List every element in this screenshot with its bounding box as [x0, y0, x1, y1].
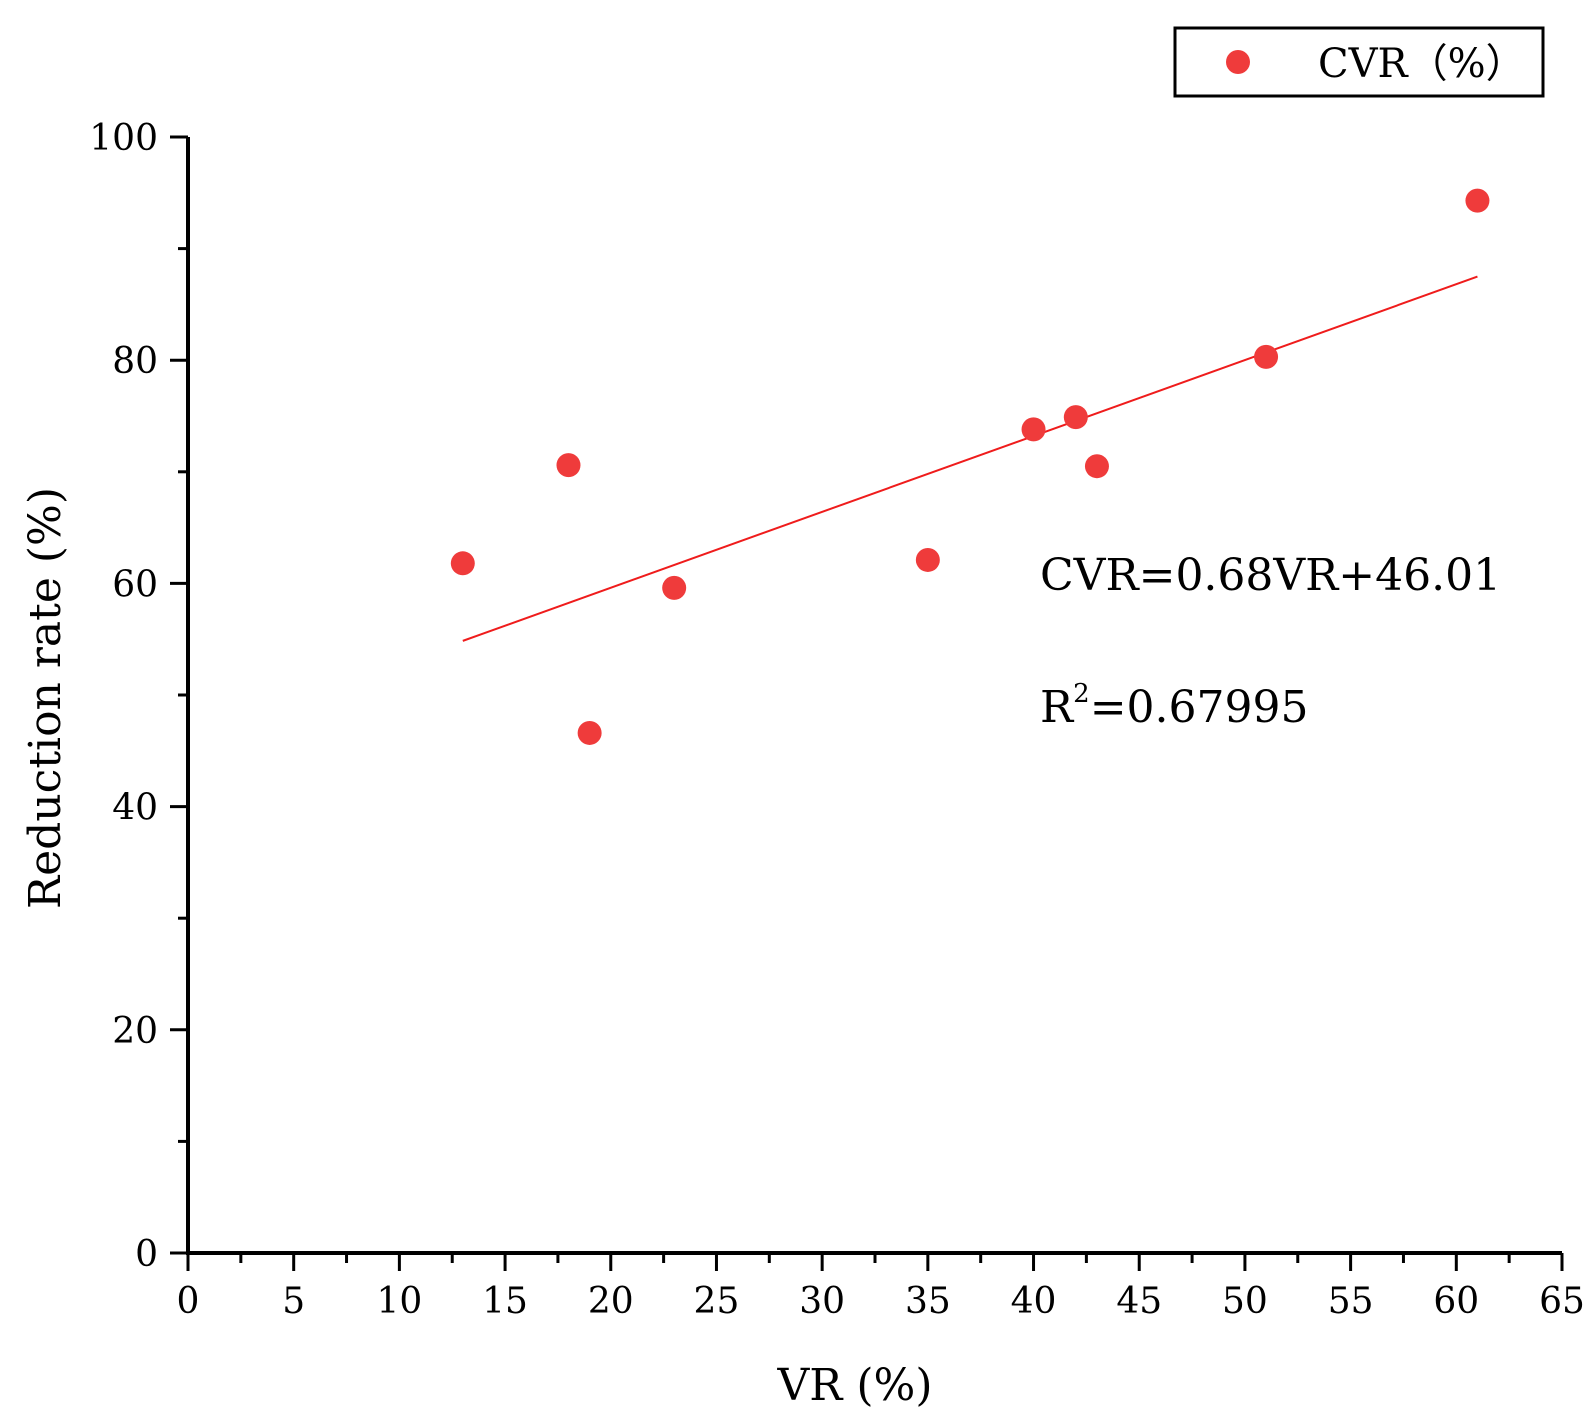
x-tick-label: 0 — [177, 1281, 200, 1322]
data-point — [1254, 344, 1279, 369]
data-point — [450, 551, 475, 576]
data-point — [1063, 405, 1088, 430]
legend-label: CVR（%） — [1318, 41, 1526, 87]
y-tick-label: 80 — [112, 341, 158, 382]
data-point — [1021, 417, 1046, 442]
x-tick-label: 5 — [282, 1281, 305, 1322]
data-point — [915, 547, 940, 572]
data-points — [450, 188, 1490, 745]
data-point — [577, 720, 602, 745]
data-point — [662, 575, 687, 600]
x-tick-label: 15 — [482, 1281, 528, 1322]
r-squared-prefix: R — [1040, 682, 1075, 733]
x-tick-label: 25 — [694, 1281, 740, 1322]
x-tick-label: 35 — [905, 1281, 951, 1322]
x-tick-label: 10 — [376, 1281, 422, 1322]
data-point — [1465, 188, 1490, 213]
x-tick-label: 40 — [1011, 1281, 1057, 1322]
regression-line — [462, 275, 1478, 642]
y-axis-title: Reduction rate (%) — [20, 487, 71, 909]
fit-equation: CVR=0.68VR+46.01 — [1040, 550, 1501, 601]
x-tick-label: 20 — [588, 1281, 634, 1322]
data-point — [556, 453, 581, 478]
r-squared-value: =0.67995 — [1090, 682, 1309, 733]
y-tick-label: 60 — [112, 564, 158, 605]
x-tick-label: 60 — [1433, 1281, 1479, 1322]
y-tick-label: 20 — [112, 1011, 158, 1052]
y-tick-label: 100 — [89, 118, 158, 159]
r-squared-label: R2=0.67995 — [1040, 679, 1309, 733]
y-tick-label: 40 — [112, 788, 158, 829]
x-tick-label: 50 — [1222, 1281, 1268, 1322]
x-axis-ticks — [186, 1253, 1564, 1271]
x-axis-title: VR (%) — [776, 1360, 932, 1411]
x-tick-label: 65 — [1539, 1281, 1585, 1322]
y-axis-ticks — [170, 135, 188, 1255]
y-axis-tick-labels: 0 20 40 60 80 100 — [89, 118, 158, 1275]
legend-marker — [1226, 50, 1250, 74]
data-point — [1084, 454, 1109, 479]
x-tick-label: 45 — [1116, 1281, 1162, 1322]
x-axis-tick-labels: 0 5 10 15 20 25 30 35 40 45 50 55 60 65 — [177, 1281, 1585, 1322]
y-tick-label: 0 — [135, 1234, 158, 1275]
legend-box — [1173, 26, 1545, 98]
legend: CVR（%） — [1173, 26, 1545, 98]
r-squared-superscript: 2 — [1073, 679, 1090, 709]
x-tick-label: 30 — [799, 1281, 845, 1322]
x-tick-label: 55 — [1328, 1281, 1374, 1322]
